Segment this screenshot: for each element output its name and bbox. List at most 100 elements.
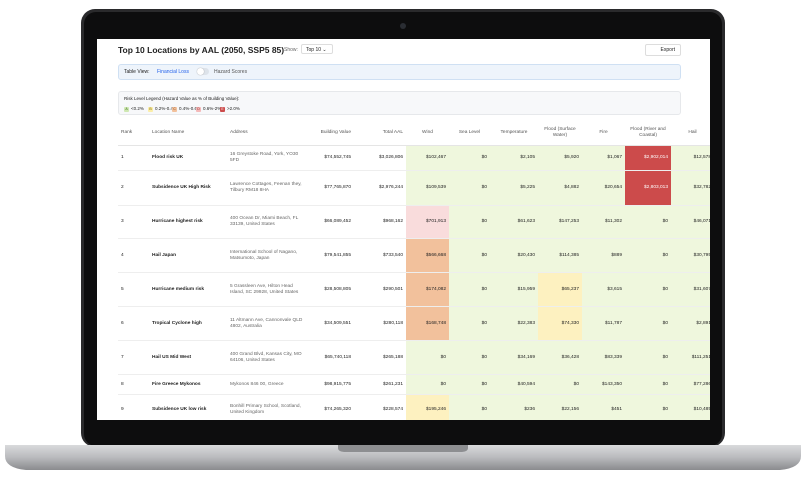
table-cell: $168,748 (406, 306, 449, 341)
table-cell: 5 (118, 272, 149, 307)
legend-item: D 0.6%-2% (196, 106, 221, 112)
table-cell: $5,225 (490, 170, 538, 206)
table-cell: $0 (449, 394, 490, 420)
table-cell: $98,915,775 (308, 374, 354, 395)
toggle-switch[interactable] (197, 68, 209, 75)
table-cell: $11,302 (582, 205, 625, 239)
legend-badge: E (220, 107, 225, 112)
table-cell: Hail Japan (149, 238, 227, 273)
table-row: 7 Hail US Mid West 400 Grand Blvd, Kansas … (118, 340, 710, 375)
legend-item: B 0.2%-0.4% (148, 106, 177, 112)
table-cell: $3,615 (582, 272, 625, 307)
export-button[interactable]: Export (645, 44, 681, 56)
table-cell: $0 (449, 306, 490, 341)
table-cell: $20,430 (490, 238, 538, 273)
locations-table: Rank Location Name Address Building Value To… (118, 120, 710, 420)
toggle-option[interactable]: Hazard Scores (214, 69, 248, 75)
legend-label: 0.4%-0.6% (179, 106, 202, 111)
toggle-option[interactable]: Financial Loss (157, 69, 189, 75)
table-cell: $2,803,013 (625, 170, 671, 206)
table-cell: $4,882 (538, 170, 582, 206)
table-cell: Hurricane highest risk (149, 205, 227, 239)
export-label[interactable]: Export (660, 47, 675, 53)
table-cell: $1,067 (582, 145, 625, 171)
table-cell: $0 (449, 145, 490, 171)
show-label: Show: (284, 47, 298, 53)
table-row: 9 Subsidence UK low risk Bonhill Primary S… (118, 394, 710, 420)
table-cell: Hail US Mid West (149, 340, 227, 375)
table-row: 1 Flood risk UK 16 Greystoke Road, York, Y… (118, 145, 710, 171)
table-cell: $79,541,855 (308, 238, 354, 273)
toggle-label: Table View: (124, 69, 150, 75)
table-cell: Bonhill Primary School, Scotland, United… (227, 394, 308, 420)
table-cell: $0 (625, 205, 671, 239)
table-cell: $11,787 (582, 306, 625, 341)
column-header: Hail (671, 120, 710, 146)
table-cell: $34,509,551 (308, 306, 354, 341)
table-cell: $0 (406, 340, 449, 375)
table-cell: $12,578 (671, 145, 710, 171)
risk-legend: Risk Level Legend (Hazard Value as % of … (118, 91, 681, 115)
show-value[interactable]: Top 10 (306, 47, 322, 53)
notch (338, 445, 468, 452)
table-cell: $102,467 (406, 145, 449, 171)
table-cell: $290,501 (354, 272, 406, 307)
table-cell: $74,265,320 (308, 394, 354, 420)
table-cell: $32,782 (671, 170, 710, 206)
table-cell: 11 Altmann Ave, Cannonvale QLD 4802, Aus… (227, 306, 308, 341)
table-cell: $0 (449, 170, 490, 206)
table-cell: Subsidence UK low risk (149, 394, 227, 420)
table-cell: 5 Grassleen Ave, Hilton Head Island, SC … (227, 272, 308, 307)
legend-item: E >2.0% (220, 106, 240, 112)
table-cell: $566,668 (406, 238, 449, 273)
table-cell: $0 (406, 374, 449, 395)
table-cell: $2,891 (671, 306, 710, 341)
table-cell: $0 (449, 374, 490, 395)
column-header: Flood (River and Coastal) (625, 120, 671, 146)
table-cell: $265,188 (354, 340, 406, 375)
column-header: Fire (582, 120, 625, 146)
table-cell: 1 (118, 145, 149, 171)
table-cell: $74,552,745 (308, 145, 354, 171)
table-cell: $0 (625, 272, 671, 307)
table-cell: 16 Greystoke Road, York, YO30 5FD (227, 145, 308, 171)
column-header: Temperature (490, 120, 538, 146)
table-cell: $0 (449, 340, 490, 375)
table-cell: $36,428 (538, 340, 582, 375)
table-cell: Mykonos 846 00, Greece (227, 374, 308, 395)
table-cell: 2 (118, 170, 149, 206)
column-header: Flood (Surface Water) (538, 120, 582, 146)
table-row: 4 Hail Japan International School of Nagan… (118, 238, 710, 273)
table-cell: $733,540 (354, 238, 406, 273)
legend-badge: A (124, 107, 129, 112)
legend-title: Risk Level Legend (Hazard Value as % of … (124, 96, 240, 101)
table-cell: Hurricane medium risk (149, 272, 227, 307)
table-cell: $0 (625, 394, 671, 420)
table-cell: $261,231 (354, 374, 406, 395)
table-cell: $20,654 (582, 170, 625, 206)
table-cell: $22,383 (490, 306, 538, 341)
legend-item: C 0.4%-0.6% (172, 106, 201, 112)
table-cell: $147,253 (538, 205, 582, 239)
column-header: Building Value (308, 120, 354, 146)
table-cell: 4 (118, 238, 149, 273)
table-cell: $701,913 (406, 205, 449, 239)
table-row: 6 Tropical Cyclone high 11 Altmann Ave, Ca… (118, 306, 710, 341)
table-cell: $10,485 (671, 394, 710, 420)
table-cell: $77,765,870 (308, 170, 354, 206)
table-cell: $65,237 (538, 272, 582, 307)
table-cell: $65,740,118 (308, 340, 354, 375)
table-cell: $889 (582, 238, 625, 273)
table-cell: $74,330 (538, 306, 582, 341)
show-select[interactable]: Top 10 ⌄ (301, 44, 333, 54)
column-header: Address (227, 120, 308, 146)
laptop-base (5, 445, 801, 470)
table-cell: $34,169 (490, 340, 538, 375)
table-cell: $0 (625, 238, 671, 273)
legend-item: A <0.2% (124, 106, 144, 112)
screen: Top 10 Locations by AAL (2050, SSP5 85) … (97, 39, 710, 420)
table-cell: Lawrence Cottages, Feenan they, Tilbury … (227, 170, 308, 206)
table-cell: $30,795 (671, 238, 710, 273)
page-title: Top 10 Locations by AAL (2050, SSP5 85) (118, 45, 285, 55)
table-cell: $236 (490, 394, 538, 420)
